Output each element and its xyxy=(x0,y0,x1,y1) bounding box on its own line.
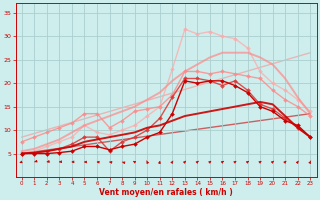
X-axis label: Vent moyen/en rafales ( km/h ): Vent moyen/en rafales ( km/h ) xyxy=(99,188,233,197)
